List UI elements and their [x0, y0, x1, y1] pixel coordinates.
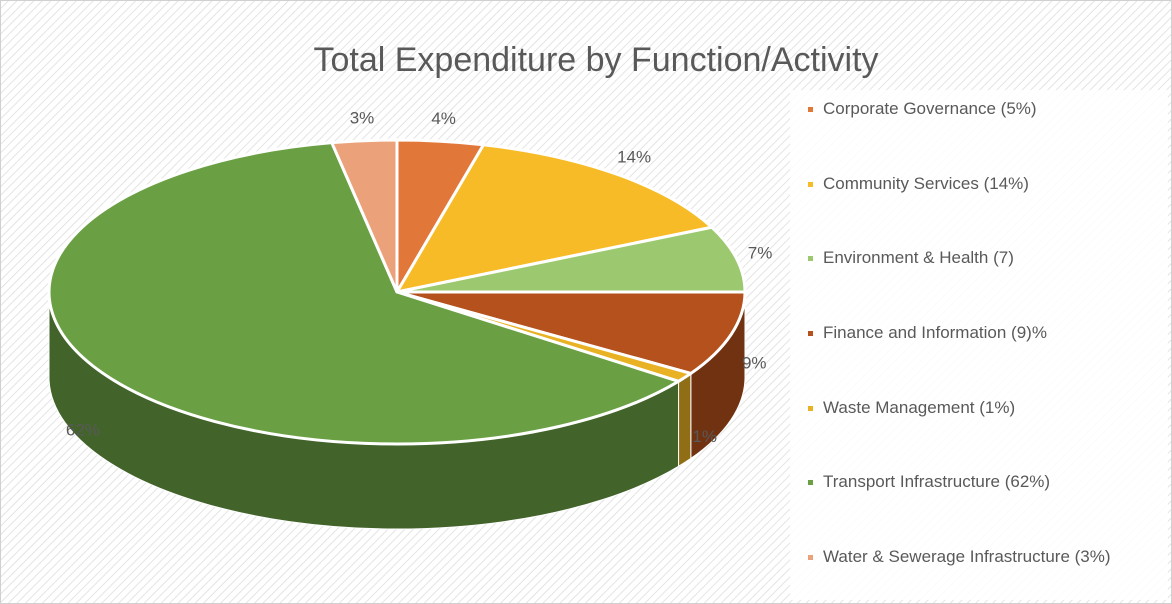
legend-label: Transport Infrastructure (62%) [823, 472, 1051, 492]
data-label: 9% [742, 354, 767, 373]
data-label: 1% [692, 427, 717, 446]
data-label: 3% [350, 108, 375, 127]
pie-slice [47, 141, 681, 446]
data-label: 62% [66, 420, 100, 439]
legend-label: Corporate Governance (5%) [823, 99, 1037, 118]
legend-swatch [808, 256, 813, 262]
legend-label: Environment & Health (7) [823, 248, 1014, 268]
legend-label: Finance and Information (9)% [823, 323, 1047, 343]
legend-label: Community Services (14%) [823, 173, 1029, 193]
legend-swatch [808, 555, 813, 561]
data-label: 14% [617, 147, 651, 166]
legend-item: Finance and Information (9)% [808, 320, 1158, 395]
legend-swatch [808, 331, 813, 337]
pie-slice [330, 138, 399, 294]
legend-background [790, 90, 1168, 600]
legend-item: Water & Sewerage Infrastructure (3%) [808, 544, 1158, 604]
pie-slice [395, 225, 747, 294]
legend-item: Environment & Health (7) [808, 245, 1158, 320]
pie-slice [395, 143, 714, 294]
legend: Corporate Governance (5%) Community Servi… [808, 96, 1158, 604]
legend-item: Waste Management (1%) [808, 395, 1158, 470]
legend-label: Waste Management (1%) [823, 397, 1016, 417]
data-label: 7% [748, 244, 773, 263]
legend-item: Community Services (14%) [808, 171, 1158, 246]
legend-swatch [808, 181, 813, 187]
legend-swatch [808, 107, 813, 112]
legend-item: Corporate Governance (5%) [808, 96, 1158, 171]
pie-slice [395, 290, 747, 375]
chart-title: Total Expenditure by Function/Activity [313, 41, 878, 79]
legend-item: Transport Infrastructure (62%) [808, 469, 1158, 544]
data-label: 4% [431, 109, 456, 128]
legend-swatch [808, 405, 813, 411]
legend-swatch [808, 480, 813, 486]
pie-side [678, 372, 692, 468]
legend-label: Water & Sewerage Infrastructure (3%) [823, 547, 1111, 567]
